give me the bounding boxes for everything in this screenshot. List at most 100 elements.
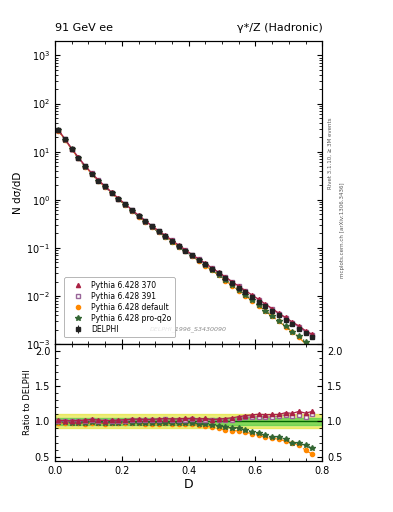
Line: Pythia 6.428 391: Pythia 6.428 391	[56, 128, 314, 337]
Legend: Pythia 6.428 370, Pythia 6.428 391, Pythia 6.428 default, Pythia 6.428 pro-q2o, : Pythia 6.428 370, Pythia 6.428 391, Pyth…	[64, 277, 175, 337]
Pythia 6.428 370	[130, 207, 134, 213]
Pythia 6.428 391	[196, 256, 201, 262]
Pythia 6.428 pro-q2o	[183, 248, 188, 254]
Pythia 6.428 pro-q2o	[210, 267, 215, 273]
Pythia 6.428 391	[96, 178, 101, 184]
Pythia 6.428 default	[210, 267, 215, 273]
Pythia 6.428 pro-q2o	[263, 308, 268, 314]
Pythia 6.428 391	[257, 297, 261, 303]
X-axis label: D: D	[184, 478, 193, 492]
Pythia 6.428 pro-q2o	[156, 229, 161, 235]
Pythia 6.428 pro-q2o	[297, 333, 301, 339]
Pythia 6.428 pro-q2o	[163, 233, 168, 240]
Pythia 6.428 default	[83, 164, 88, 170]
Pythia 6.428 pro-q2o	[83, 163, 88, 169]
Pythia 6.428 370	[303, 328, 308, 334]
Pythia 6.428 391	[190, 252, 195, 258]
Text: mcplots.cern.ch [arXiv:1306.3436]: mcplots.cern.ch [arXiv:1306.3436]	[340, 183, 345, 278]
Pythia 6.428 pro-q2o	[170, 239, 174, 245]
Pythia 6.428 391	[183, 247, 188, 253]
Pythia 6.428 default	[310, 347, 314, 353]
Pythia 6.428 370	[203, 260, 208, 266]
Text: Rivet 3.1.10, ≥ 3M events: Rivet 3.1.10, ≥ 3M events	[328, 118, 333, 189]
Pythia 6.428 391	[149, 223, 154, 229]
Pythia 6.428 pro-q2o	[136, 214, 141, 220]
Pythia 6.428 370	[270, 306, 275, 312]
Pythia 6.428 default	[176, 244, 181, 250]
Pythia 6.428 pro-q2o	[217, 271, 221, 278]
Pythia 6.428 default	[230, 283, 235, 289]
Pythia 6.428 pro-q2o	[90, 171, 94, 177]
Pythia 6.428 370	[109, 189, 114, 196]
Pythia 6.428 370	[297, 323, 301, 329]
Pythia 6.428 default	[163, 234, 168, 240]
Pythia 6.428 370	[56, 127, 61, 133]
Pythia 6.428 370	[183, 247, 188, 253]
Pythia 6.428 370	[103, 183, 108, 189]
Pythia 6.428 default	[56, 127, 61, 134]
Pythia 6.428 370	[149, 223, 154, 229]
Pythia 6.428 pro-q2o	[63, 137, 68, 143]
Pythia 6.428 default	[109, 190, 114, 197]
Pythia 6.428 pro-q2o	[310, 344, 314, 350]
Pythia 6.428 370	[257, 296, 261, 303]
Pythia 6.428 default	[96, 178, 101, 184]
Pythia 6.428 391	[290, 319, 295, 326]
Pythia 6.428 370	[90, 170, 94, 176]
Pythia 6.428 391	[143, 218, 148, 224]
Pythia 6.428 default	[130, 208, 134, 214]
Pythia 6.428 391	[130, 207, 134, 213]
Pythia 6.428 pro-q2o	[237, 287, 241, 293]
Pythia 6.428 391	[156, 228, 161, 234]
Pythia 6.428 370	[143, 218, 148, 224]
Pythia 6.428 391	[263, 302, 268, 308]
Pythia 6.428 391	[303, 329, 308, 335]
Pythia 6.428 default	[243, 292, 248, 298]
Pythia 6.428 pro-q2o	[176, 243, 181, 249]
Pythia 6.428 370	[250, 292, 255, 298]
Pythia 6.428 370	[290, 319, 295, 325]
Pythia 6.428 391	[230, 279, 235, 285]
Pythia 6.428 370	[136, 212, 141, 219]
Pythia 6.428 default	[277, 318, 281, 324]
Pythia 6.428 391	[176, 243, 181, 249]
Pythia 6.428 pro-q2o	[230, 282, 235, 288]
Pythia 6.428 370	[210, 265, 215, 271]
Pythia 6.428 370	[217, 269, 221, 275]
Pythia 6.428 370	[123, 201, 128, 207]
Pythia 6.428 391	[310, 332, 314, 338]
Pythia 6.428 391	[170, 238, 174, 244]
Line: Pythia 6.428 370: Pythia 6.428 370	[56, 127, 314, 336]
Pythia 6.428 391	[123, 201, 128, 207]
Pythia 6.428 pro-q2o	[303, 339, 308, 345]
Pythia 6.428 default	[250, 298, 255, 304]
Pythia 6.428 pro-q2o	[143, 219, 148, 225]
Pythia 6.428 391	[270, 306, 275, 312]
Pythia 6.428 pro-q2o	[96, 178, 101, 184]
Pythia 6.428 370	[176, 242, 181, 248]
Pythia 6.428 391	[203, 261, 208, 267]
Pythia 6.428 391	[250, 292, 255, 298]
Pythia 6.428 370	[237, 283, 241, 289]
Pythia 6.428 pro-q2o	[243, 292, 248, 298]
Pythia 6.428 default	[90, 171, 94, 177]
Pythia 6.428 pro-q2o	[190, 253, 195, 259]
Pythia 6.428 default	[217, 272, 221, 279]
Pythia 6.428 pro-q2o	[130, 208, 134, 214]
Pythia 6.428 370	[83, 163, 88, 169]
Pythia 6.428 pro-q2o	[56, 127, 61, 134]
Pythia 6.428 default	[270, 313, 275, 319]
Pythia 6.428 391	[283, 315, 288, 321]
Pythia 6.428 default	[76, 155, 81, 161]
Pythia 6.428 default	[237, 288, 241, 294]
Pythia 6.428 370	[69, 145, 74, 152]
Pythia 6.428 pro-q2o	[290, 329, 295, 335]
Pythia 6.428 pro-q2o	[109, 190, 114, 196]
Pythia 6.428 pro-q2o	[257, 302, 261, 308]
Pythia 6.428 pro-q2o	[76, 155, 81, 161]
Pythia 6.428 391	[116, 196, 121, 202]
Pythia 6.428 370	[116, 195, 121, 201]
Pythia 6.428 default	[123, 202, 128, 208]
Pythia 6.428 370	[76, 154, 81, 160]
Y-axis label: N dσ/dD: N dσ/dD	[13, 172, 24, 214]
